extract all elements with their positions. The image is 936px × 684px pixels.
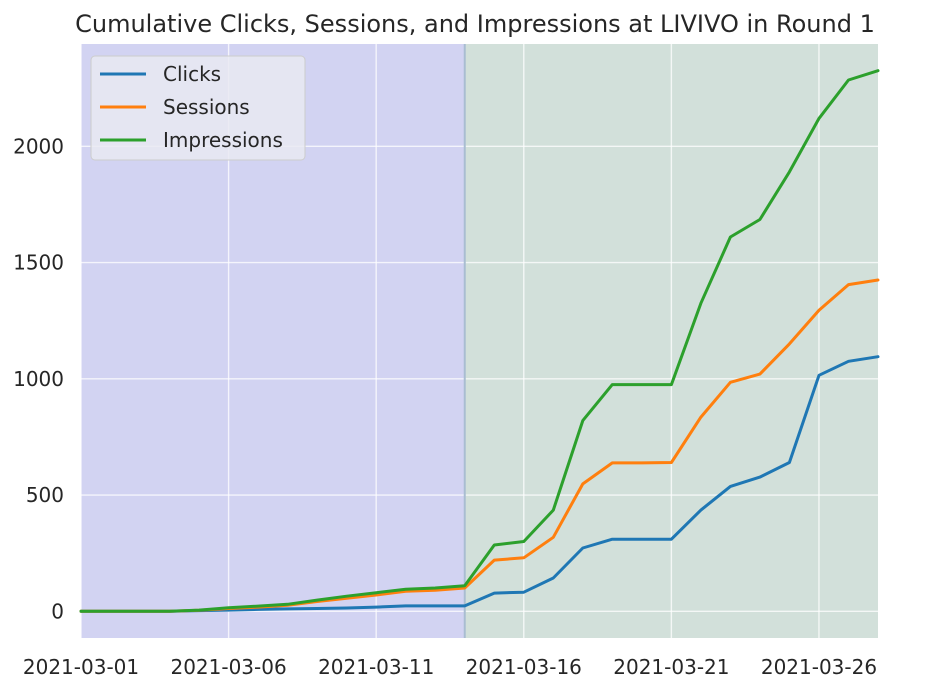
- x-tick-label-2021-03-16: 2021-03-16: [466, 655, 582, 679]
- legend-label-impressions: Impressions: [163, 128, 283, 152]
- x-tick-label-2021-03-06: 2021-03-06: [170, 655, 286, 679]
- y-tick-label-1000: 1000: [13, 367, 64, 391]
- chart-title: Cumulative Clicks, Sessions, and Impress…: [75, 10, 875, 38]
- legend-box: [90, 55, 306, 161]
- legend-label-sessions: Sessions: [163, 95, 250, 119]
- x-tick-label-2021-03-11: 2021-03-11: [318, 655, 434, 679]
- y-tick-label-500: 500: [26, 483, 64, 507]
- y-tick-label-2000: 2000: [13, 134, 64, 158]
- y-tick-labels: 0 500 1000 1500 2000: [13, 134, 64, 623]
- series-line-impressions: [79, 69, 880, 613]
- x-tick-labels: 2021-03-01 2021-03-06 2021-03-11 2021-03-16…: [23, 655, 877, 679]
- legend-label-clicks: Clicks: [163, 62, 221, 86]
- x-tick-label-2021-03-26: 2021-03-26: [761, 655, 877, 679]
- x-tick-label-2021-03-21: 2021-03-21: [613, 655, 729, 679]
- y-tick-label-1500: 1500: [13, 251, 64, 275]
- series-lines: [79, 69, 880, 613]
- x-tick-label-2021-03-01: 2021-03-01: [23, 655, 139, 679]
- y-tick-label-0: 0: [51, 599, 64, 623]
- legend: Clicks Sessions Impressions: [90, 55, 306, 161]
